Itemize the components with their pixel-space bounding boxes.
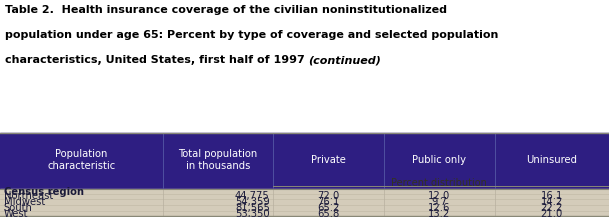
Text: population under age 65: Percent by type of coverage and selected population: population under age 65: Percent by type… <box>5 30 498 40</box>
Text: 21.0: 21.0 <box>541 209 563 217</box>
Text: Public only: Public only <box>412 155 466 165</box>
Text: Percent distribution: Percent distribution <box>390 178 487 188</box>
Text: Total population
in thousands: Total population in thousands <box>178 149 258 171</box>
Text: 53,350: 53,350 <box>235 209 270 217</box>
Text: 22.2: 22.2 <box>541 203 563 213</box>
Text: characteristics, United States, first half of 1997: characteristics, United States, first ha… <box>5 55 309 65</box>
Text: 12.0: 12.0 <box>428 191 450 201</box>
Text: (continued): (continued) <box>309 55 381 65</box>
Text: 76.1: 76.1 <box>317 197 339 207</box>
Bar <box>0 133 609 189</box>
Text: 16.1: 16.1 <box>541 191 563 201</box>
Text: Uninsured: Uninsured <box>526 155 577 165</box>
Text: 44,775: 44,775 <box>235 191 270 201</box>
Text: 12.6: 12.6 <box>428 203 450 213</box>
Text: Census region: Census region <box>4 187 83 197</box>
Text: 81,565: 81,565 <box>235 203 270 213</box>
Text: West: West <box>4 209 28 217</box>
Text: Private: Private <box>311 155 346 165</box>
Text: 72.0: 72.0 <box>317 191 339 201</box>
Text: 14.2: 14.2 <box>541 197 563 207</box>
Text: 65.2: 65.2 <box>317 203 339 213</box>
Text: Population
characteristic: Population characteristic <box>48 149 116 171</box>
Text: Midwest: Midwest <box>4 197 45 207</box>
Text: Table 2.  Health insurance coverage of the civilian noninstitutionalized: Table 2. Health insurance coverage of th… <box>5 5 447 15</box>
Text: 9.7: 9.7 <box>431 197 447 207</box>
Text: South: South <box>4 203 32 213</box>
Text: 54,359: 54,359 <box>235 197 270 207</box>
Text: 65.8: 65.8 <box>317 209 339 217</box>
Text: 13.2: 13.2 <box>428 209 450 217</box>
Bar <box>0 189 609 217</box>
Text: Northeast: Northeast <box>4 191 53 201</box>
